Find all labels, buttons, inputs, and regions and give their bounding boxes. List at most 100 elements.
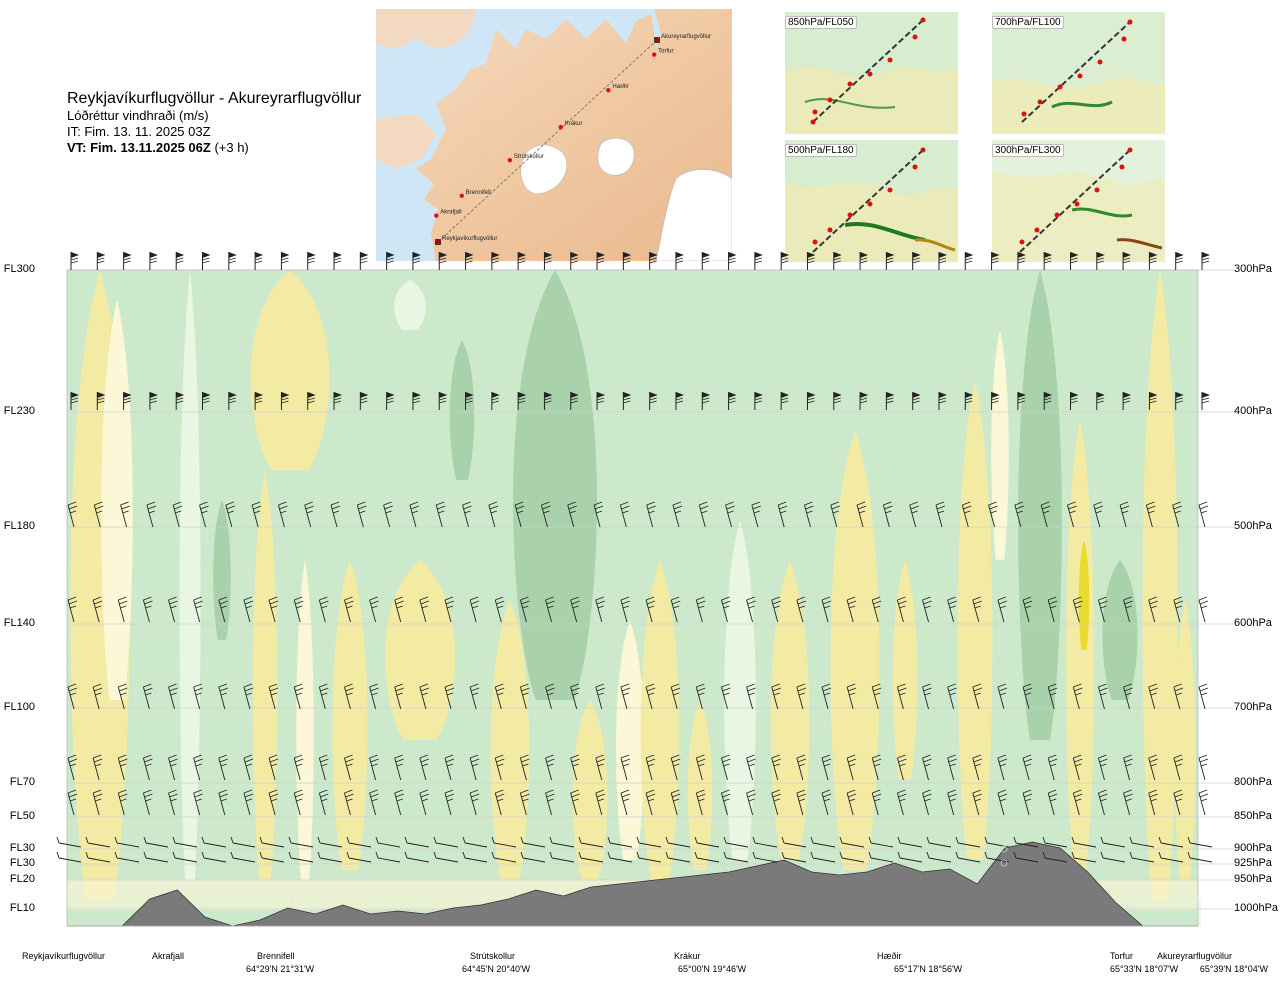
wind-barb — [519, 596, 530, 623]
wind-barb — [142, 596, 153, 623]
wind-barb — [991, 392, 1000, 410]
wind-barb — [695, 789, 706, 816]
wind-barb — [922, 596, 932, 623]
wind-barb — [519, 789, 530, 816]
wind-barb — [268, 789, 279, 816]
downdraft-plume — [394, 280, 426, 330]
wind-barb — [199, 501, 209, 528]
wind-barb — [570, 683, 580, 710]
wind-barb — [356, 501, 367, 528]
wind-barb — [871, 754, 882, 781]
wind-barb — [1198, 683, 1209, 710]
wind-barb — [595, 683, 605, 710]
wind-barb — [254, 252, 264, 270]
wind-barb — [1129, 836, 1155, 848]
wind-barb — [143, 851, 169, 863]
wind-barb — [201, 851, 227, 863]
wind-barb — [961, 501, 972, 528]
updraft-plume — [250, 270, 330, 470]
location-coordinates: 65°33'N 18°07'W — [1110, 964, 1179, 974]
wind-barb — [419, 789, 430, 816]
wind-barb — [383, 501, 393, 528]
flight-level-label: FL180 — [3, 520, 35, 532]
hofsjokull-glacier — [597, 137, 635, 176]
wind-barb — [93, 501, 104, 528]
wind-barb — [1198, 596, 1209, 623]
wind-barb — [394, 683, 404, 710]
wind-barb — [491, 392, 500, 410]
wind-barb — [578, 851, 604, 863]
wind-barb — [375, 851, 401, 863]
wind-barb — [243, 683, 254, 710]
wind-barb — [1042, 836, 1068, 848]
wind-barb — [1047, 754, 1058, 781]
updraft-plume — [252, 470, 278, 880]
wind-barb — [70, 392, 79, 410]
wind-barb — [846, 754, 857, 781]
map-town-label: Strútskollur — [514, 154, 544, 160]
wind-barb — [859, 252, 869, 270]
wind-barb — [1096, 252, 1105, 270]
wind-barb — [821, 596, 832, 623]
wind-barb — [972, 789, 982, 816]
mini-panel-500 — [785, 140, 958, 262]
wind-barb — [444, 596, 455, 623]
wind-barb — [1173, 596, 1184, 623]
wind-barb — [419, 596, 430, 623]
wind-barb — [997, 754, 1008, 781]
wind-barb — [670, 683, 681, 710]
wind-barb — [796, 789, 807, 816]
wind-barb — [871, 789, 882, 816]
wind-barb — [85, 836, 111, 848]
wind-barb — [344, 789, 354, 816]
west-fjords — [376, 9, 476, 49]
wind-barb — [771, 596, 781, 623]
wind-barbs — [56, 252, 1213, 863]
wind-barb — [771, 789, 781, 816]
wind-barb — [964, 392, 974, 410]
flight-level-label: FL230 — [3, 405, 35, 417]
wind-barb — [218, 754, 228, 781]
map-town-marker — [434, 213, 439, 218]
wind-barb — [462, 501, 472, 528]
updraft-plume — [770, 560, 810, 860]
wind-barb — [964, 252, 974, 270]
location-name: Krákur — [674, 951, 701, 961]
wind-barb — [201, 836, 227, 848]
wind-barb — [1123, 596, 1133, 623]
wind-barb — [665, 836, 691, 848]
wind-barb — [193, 683, 203, 710]
wind-barb — [404, 836, 430, 848]
wind-barb — [56, 836, 82, 848]
wind-barb — [1100, 836, 1126, 848]
location-name: Strútskollur — [470, 951, 516, 961]
wind-barb — [595, 789, 605, 816]
wind-barb — [698, 501, 709, 528]
wind-barb — [922, 789, 932, 816]
wind-barb — [645, 789, 656, 816]
wind-barb — [193, 789, 203, 816]
title-block: Reykjavíkurflugvöllur - Akureyrarflugvöl… — [67, 90, 361, 156]
map-town-label: Akrafjall — [440, 210, 461, 216]
wind-barb — [1148, 392, 1158, 410]
map-airport-marker — [654, 37, 660, 43]
vertical-velocity-field — [67, 270, 1198, 910]
wind-barb — [771, 683, 781, 710]
wind-barb — [972, 754, 982, 781]
wind-barb — [543, 252, 553, 270]
updraft-plume — [1066, 420, 1094, 870]
wind-barb — [695, 754, 706, 781]
wind-barb — [412, 392, 421, 410]
wind-barb — [344, 683, 354, 710]
langjokull-glacier — [520, 144, 568, 195]
wind-barb — [1201, 252, 1210, 270]
flight-level-label: FL30 — [9, 857, 35, 869]
wind-barb — [846, 789, 857, 816]
plot-frame — [66, 269, 1199, 927]
flight-level-label: FL140 — [3, 617, 35, 629]
wind-barb — [168, 596, 178, 623]
wind-barb — [375, 836, 401, 848]
wind-barb — [117, 683, 128, 710]
wind-barb — [595, 754, 605, 781]
wind-barb — [804, 501, 814, 528]
